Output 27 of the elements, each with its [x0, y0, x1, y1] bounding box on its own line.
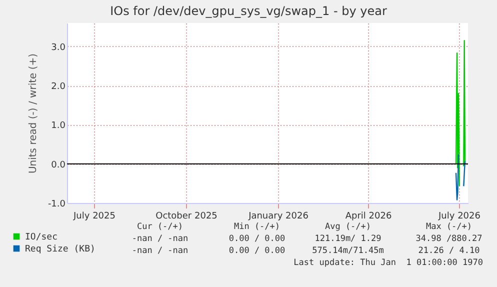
text: 575.14m/71.45m — [312, 246, 384, 256]
x-tick-label: April 2026 — [345, 212, 392, 222]
text: Cur (-/+) — [136, 222, 184, 232]
chart-title: IOs for /dev/dev_gpu_sys_vg/swap_1 - by year — [110, 4, 387, 18]
text: Avg (-/+) — [324, 222, 372, 232]
text: -nan / -nan — [132, 246, 188, 256]
legend-label: IO/sec — [25, 232, 58, 242]
text: 0.00 / 0.00 — [228, 246, 286, 256]
text: Last update: Thu Jan 1 01:00:00 1970 — [294, 258, 483, 268]
y-tick-label: 0.0 — [51, 160, 66, 170]
y-tick-label: 3.0 — [51, 42, 66, 53]
x-tick-label: July 2026 — [438, 212, 481, 222]
y-axis-title: Units read (-) / write (+) — [28, 53, 39, 174]
text: 0.00 / 0.00 — [228, 234, 286, 244]
y-tick-label: 2.0 — [51, 82, 66, 92]
text: 121.19m/ 1.29 — [314, 234, 382, 244]
text: 21.26 / 4.10 — [418, 246, 480, 256]
text: 34.98 /880.27 — [416, 234, 482, 244]
text: Min (-/+) — [234, 222, 280, 232]
x-tick-label: January 2026 — [248, 212, 309, 222]
y-tick-label: -1.0 — [48, 200, 66, 210]
x-tick-label: July 2025 — [72, 212, 116, 222]
legend-label: Req Size (KB) — [25, 244, 96, 254]
y-tick-label: 1.0 — [51, 121, 66, 132]
text: -nan / -nan — [132, 234, 188, 244]
text: Max (-/+) — [426, 222, 472, 232]
x-tick-label: October 2025 — [156, 212, 218, 222]
